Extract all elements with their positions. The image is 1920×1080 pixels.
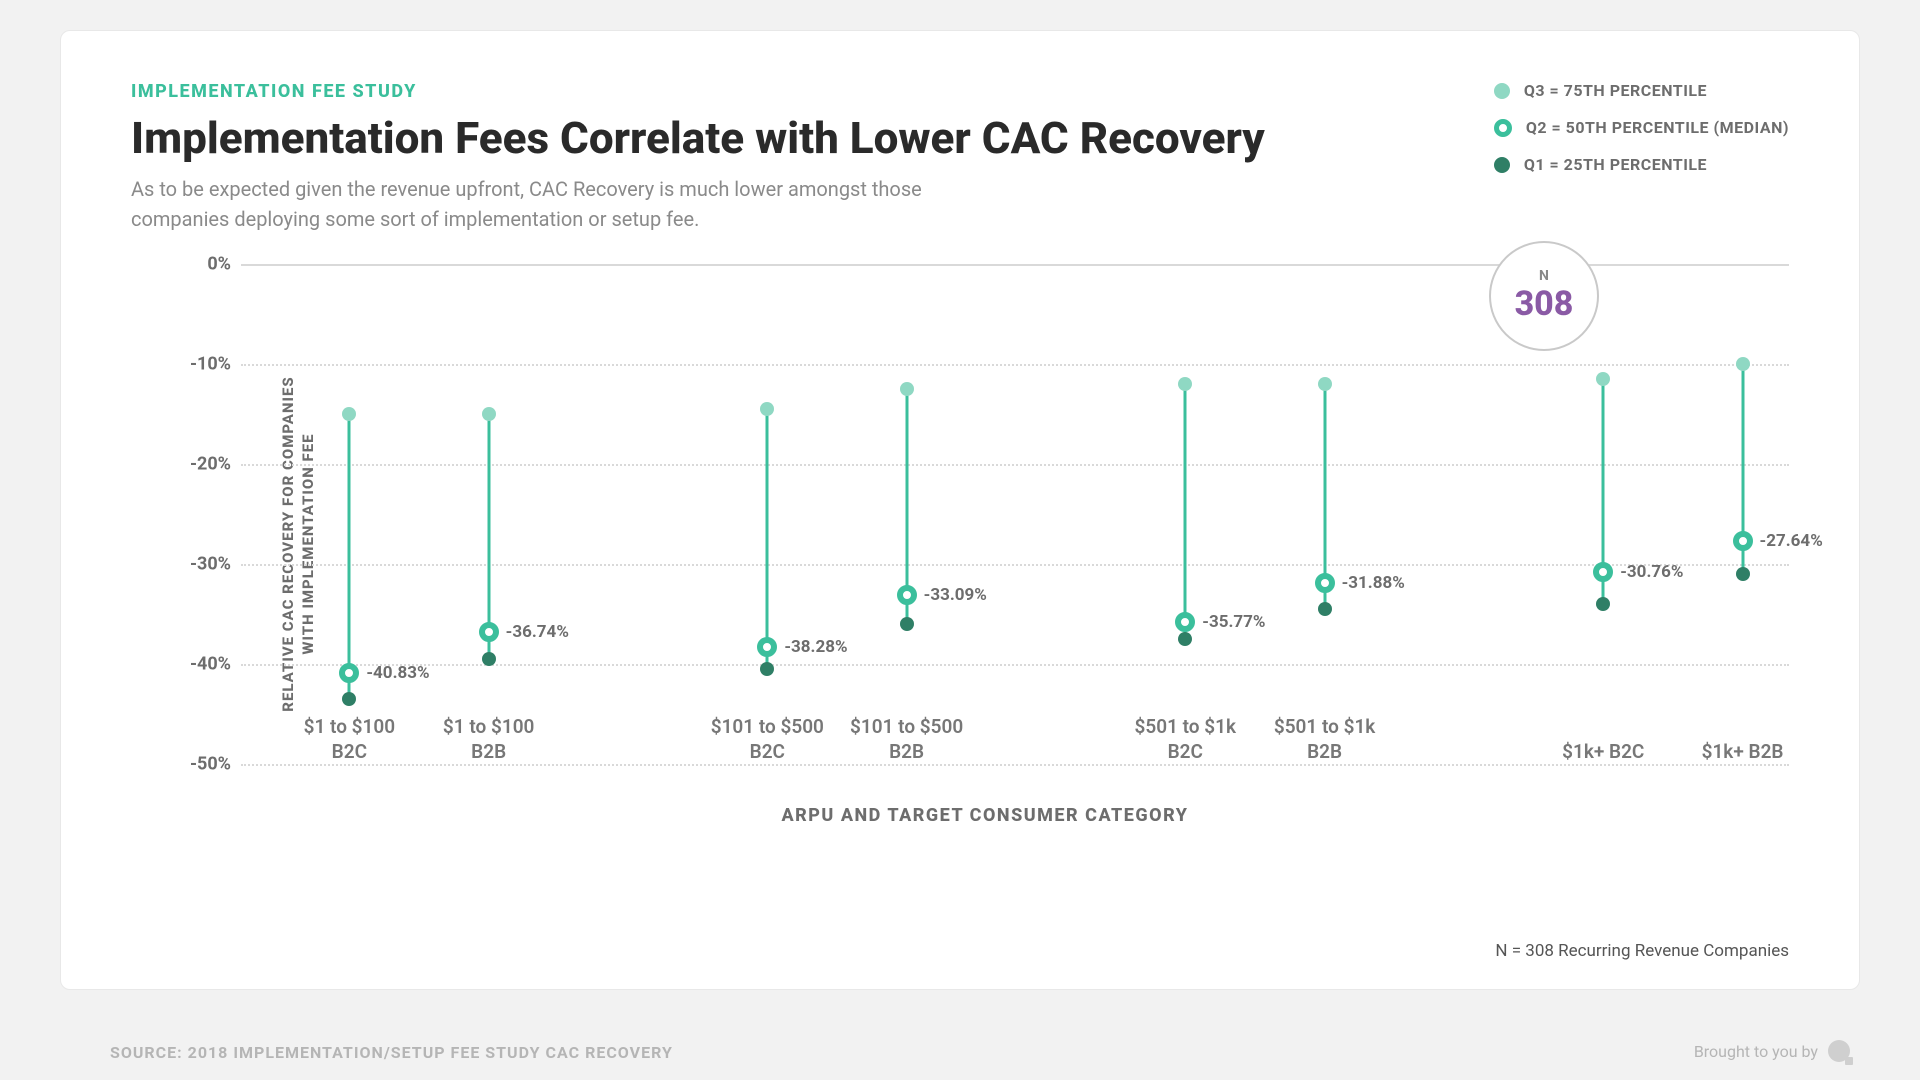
y-tick-label: -50% <box>171 754 231 775</box>
q3-marker <box>482 407 496 421</box>
q2-marker <box>1315 573 1335 593</box>
median-label: -40.83% <box>366 663 429 683</box>
series: -31.88% <box>1324 264 1326 764</box>
chart-card: IMPLEMENTATION FEE STUDY Implementation … <box>60 30 1860 990</box>
source-line: SOURCE: 2018 IMPLEMENTATION/SETUP FEE ST… <box>110 1043 673 1062</box>
q1-marker <box>1596 597 1610 611</box>
x-category-line1: $1 to $100 <box>304 715 395 740</box>
series: -33.09% <box>906 264 908 764</box>
legend-q2-icon <box>1494 119 1512 137</box>
series: -30.76% <box>1602 264 1604 764</box>
q2-marker <box>1593 562 1613 582</box>
q1-marker <box>342 692 356 706</box>
q3-marker <box>760 402 774 416</box>
x-category-label: $101 to $500B2C <box>711 715 824 764</box>
q1-marker <box>1178 632 1192 646</box>
x-category-label: $1k+ B2C <box>1562 740 1644 765</box>
q3-marker <box>1318 377 1332 391</box>
n-badge-value: 308 <box>1515 284 1574 324</box>
x-category-line1: $1k+ B2C <box>1562 740 1644 765</box>
median-label: -30.76% <box>1620 562 1683 582</box>
chart-subtitle: As to be expected given the revenue upfr… <box>131 174 1011 234</box>
legend-q2-label: Q2 = 50TH PERCENTILE (MEDIAN) <box>1526 118 1789 137</box>
q2-marker <box>897 585 917 605</box>
x-axis-label: ARPU AND TARGET CONSUMER CATEGORY <box>181 805 1789 826</box>
median-label: -31.88% <box>1342 573 1405 593</box>
x-category-line1: $1k+ B2B <box>1702 740 1784 765</box>
n-badge: N 308 <box>1489 241 1599 351</box>
median-label: -33.09% <box>924 585 987 605</box>
x-category-line2: B2C <box>304 740 395 765</box>
gridline <box>241 564 1789 566</box>
x-category-label: $101 to $500B2B <box>850 715 963 764</box>
q2-marker <box>1175 612 1195 632</box>
brought-to-you: Brought to you by <box>1694 1040 1850 1062</box>
median-label: -35.77% <box>1202 612 1265 632</box>
series: -38.28% <box>766 264 768 764</box>
series-stem <box>766 409 769 669</box>
n-badge-label: N <box>1539 268 1549 284</box>
x-category-label: $1 to $100B2C <box>304 715 395 764</box>
q2-marker <box>479 622 499 642</box>
median-label: -36.74% <box>506 622 569 642</box>
q2-marker <box>1733 531 1753 551</box>
x-category-line1: $101 to $500 <box>850 715 963 740</box>
x-category-line2: B2B <box>1274 740 1376 765</box>
q3-marker <box>342 407 356 421</box>
y-tick-label: -20% <box>171 454 231 475</box>
x-category-line1: $101 to $500 <box>711 715 824 740</box>
gridline <box>241 664 1789 666</box>
x-category-line2: B2B <box>850 740 963 765</box>
series: -27.64% <box>1742 264 1744 764</box>
x-category-line2: B2B <box>443 740 534 765</box>
x-category-line2: B2C <box>1135 740 1237 765</box>
q1-marker <box>760 662 774 676</box>
gridline <box>241 364 1789 366</box>
legend-q3-icon <box>1494 83 1510 99</box>
y-tick-label: -30% <box>171 554 231 575</box>
q2-marker <box>339 663 359 683</box>
brand-logo-icon <box>1828 1040 1850 1062</box>
legend-q2: Q2 = 50TH PERCENTILE (MEDIAN) <box>1494 118 1789 137</box>
brought-label: Brought to you by <box>1694 1042 1818 1061</box>
x-category-label: $501 to $1kB2C <box>1135 715 1237 764</box>
y-tick-label: 0% <box>171 254 231 275</box>
x-category-line1: $501 to $1k <box>1135 715 1237 740</box>
x-category-line1: $1 to $100 <box>443 715 534 740</box>
series: -35.77% <box>1184 264 1186 764</box>
gridline <box>241 764 1789 766</box>
y-tick-label: -10% <box>171 354 231 375</box>
x-category-label: $1k+ B2B <box>1702 740 1784 765</box>
legend-q3-label: Q3 = 75TH PERCENTILE <box>1524 81 1707 100</box>
y-tick-label: -40% <box>171 654 231 675</box>
q3-marker <box>1596 372 1610 386</box>
x-category-label: $1 to $100B2B <box>443 715 534 764</box>
q3-marker <box>1178 377 1192 391</box>
q1-marker <box>1736 567 1750 581</box>
q3-marker <box>900 382 914 396</box>
q1-marker <box>482 652 496 666</box>
x-category-line2: B2C <box>711 740 824 765</box>
q2-marker <box>757 637 777 657</box>
legend-q1-icon <box>1494 157 1510 173</box>
gridline <box>241 464 1789 466</box>
legend-q1: Q1 = 25TH PERCENTILE <box>1494 155 1789 174</box>
legend-q3: Q3 = 75TH PERCENTILE <box>1494 81 1789 100</box>
q1-marker <box>900 617 914 631</box>
median-label: -38.28% <box>784 637 847 657</box>
footnote: N = 308 Recurring Revenue Companies <box>1495 941 1789 961</box>
legend: Q3 = 75TH PERCENTILE Q2 = 50TH PERCENTIL… <box>1494 81 1789 192</box>
q3-marker <box>1736 357 1750 371</box>
legend-q1-label: Q1 = 25TH PERCENTILE <box>1524 155 1707 174</box>
series: -36.74% <box>488 264 490 764</box>
median-label: -27.64% <box>1760 531 1823 551</box>
x-category-line1: $501 to $1k <box>1274 715 1376 740</box>
series: -40.83% <box>348 264 350 764</box>
series-stem <box>1184 384 1187 639</box>
x-category-label: $501 to $1kB2B <box>1274 715 1376 764</box>
series-stem <box>348 414 351 699</box>
q1-marker <box>1318 602 1332 616</box>
